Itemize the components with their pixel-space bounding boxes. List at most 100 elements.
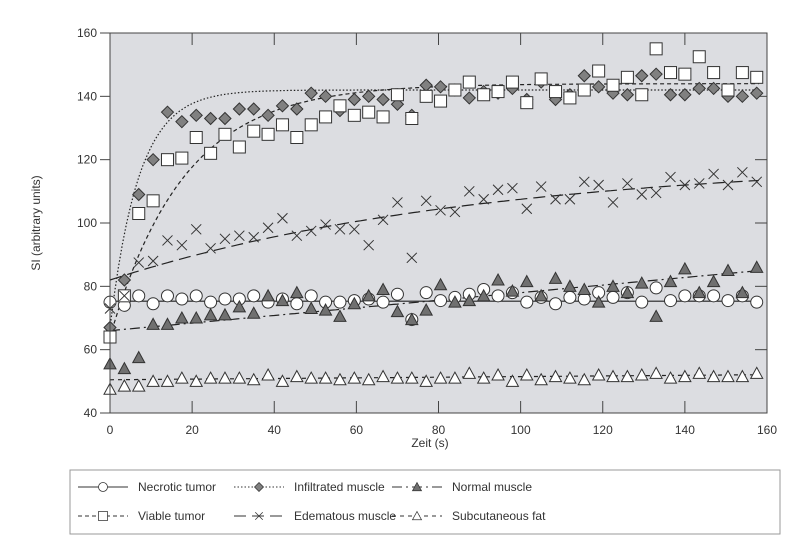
data-point <box>246 372 261 386</box>
data-point <box>591 80 606 94</box>
legend <box>69 469 781 535</box>
data-point <box>520 295 534 309</box>
data-point <box>707 289 721 303</box>
data-point <box>347 296 362 310</box>
data-point <box>634 367 649 381</box>
data-point <box>663 371 678 384</box>
data-point <box>607 197 619 208</box>
series-points <box>103 366 764 395</box>
data-point <box>289 285 304 299</box>
fit-line <box>109 89 759 328</box>
data-point <box>304 289 318 303</box>
x-tick-label: 20 <box>185 423 199 437</box>
data-point <box>390 88 404 102</box>
data-point <box>160 105 175 119</box>
data-point <box>146 152 160 167</box>
data-point <box>665 171 676 183</box>
y-tick-label: 40 <box>84 406 98 420</box>
data-point <box>549 85 563 99</box>
data-point <box>232 102 247 116</box>
data-point <box>347 371 362 384</box>
y-tick-label: 100 <box>77 216 97 230</box>
data-point <box>376 110 390 124</box>
legend-marker <box>411 510 423 521</box>
data-point <box>390 304 405 318</box>
data-point <box>318 303 333 316</box>
data-point <box>189 131 203 144</box>
data-point <box>505 374 520 387</box>
data-point <box>592 64 606 78</box>
legend-marker <box>253 481 265 493</box>
data-point <box>362 105 376 119</box>
data-point <box>649 281 663 295</box>
legend-label: Subcutaneous fat <box>452 509 546 523</box>
data-point <box>290 297 304 311</box>
data-point <box>248 231 260 243</box>
data-point <box>261 127 275 141</box>
data-point <box>392 197 403 208</box>
data-point <box>491 289 505 303</box>
x-tick-label: 0 <box>107 423 114 437</box>
legend-item: Edematous muscle <box>234 509 396 523</box>
data-point <box>160 289 174 303</box>
data-point <box>376 295 390 309</box>
data-point <box>534 72 548 86</box>
data-point <box>277 212 288 224</box>
data-point <box>320 219 331 230</box>
data-point <box>548 369 563 383</box>
data-point <box>160 153 174 167</box>
data-point <box>275 118 289 132</box>
x-tick-label: 80 <box>432 423 446 437</box>
data-point <box>146 194 160 208</box>
data-point <box>591 295 606 308</box>
data-point <box>577 83 591 97</box>
data-point <box>419 303 434 316</box>
data-point <box>232 140 246 154</box>
data-point <box>751 176 763 188</box>
data-point <box>291 230 303 242</box>
data-point <box>132 289 146 303</box>
series-points <box>104 166 763 314</box>
data-point <box>204 295 218 309</box>
legend-item: Subcutaneous fat <box>392 509 546 523</box>
data-point <box>261 288 275 302</box>
legend-marker <box>411 481 423 492</box>
data-point <box>119 290 130 302</box>
data-point <box>290 102 304 116</box>
data-point <box>564 193 576 205</box>
data-point <box>175 310 189 324</box>
data-point <box>318 371 333 384</box>
data-point <box>593 179 604 191</box>
data-point <box>304 118 318 132</box>
data-point <box>620 88 635 102</box>
data-point <box>390 287 404 301</box>
x-tick-label: 60 <box>350 423 364 437</box>
data-point <box>361 89 376 104</box>
data-point <box>448 83 462 97</box>
data-point <box>218 292 232 306</box>
data-point <box>749 366 764 379</box>
legend-item: Normal muscle <box>392 480 532 494</box>
data-point <box>620 70 634 84</box>
x-axis-label: Zeit (s) <box>411 436 448 450</box>
data-point <box>405 112 419 125</box>
data-point <box>634 276 649 289</box>
data-point <box>361 372 376 386</box>
data-point <box>507 182 518 194</box>
data-point <box>577 372 592 386</box>
data-point <box>462 366 477 379</box>
data-point <box>606 369 620 383</box>
data-point <box>678 88 692 102</box>
data-point <box>692 366 707 379</box>
data-point <box>204 146 218 160</box>
legend-marker <box>254 511 264 521</box>
data-point <box>390 371 405 384</box>
data-point <box>721 294 735 308</box>
data-point <box>189 289 203 303</box>
data-point <box>735 89 750 104</box>
data-point <box>679 179 691 191</box>
data-point <box>333 295 347 309</box>
data-point <box>189 310 204 324</box>
data-point <box>404 312 419 326</box>
data-point <box>146 317 160 330</box>
